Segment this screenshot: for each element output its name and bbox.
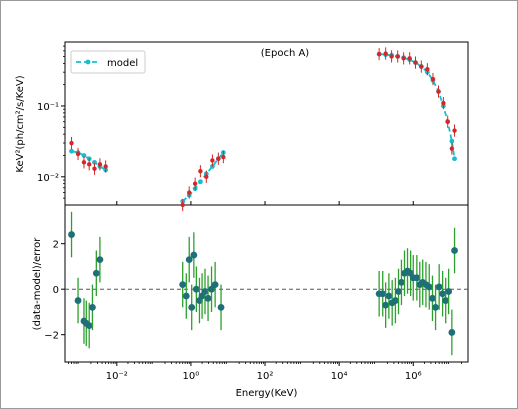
data-point <box>187 190 192 195</box>
data-point <box>103 164 108 169</box>
residual-point <box>442 297 450 304</box>
residual-point <box>192 285 200 293</box>
residual-point <box>201 288 209 295</box>
residual-point <box>432 303 439 311</box>
residual-point <box>435 283 443 291</box>
residual-point <box>188 303 196 311</box>
residual-point <box>68 231 75 238</box>
residual-point <box>382 301 390 309</box>
residual-point <box>392 297 399 304</box>
residual-point <box>92 269 100 277</box>
residual-point <box>448 329 456 336</box>
top-y-tick-label: 10⁻² <box>37 173 59 184</box>
data-point <box>449 146 455 151</box>
residual-point <box>429 294 436 302</box>
bottom-y-tick-label: 2 <box>53 240 59 251</box>
legend-box <box>70 50 146 74</box>
top-y-tick-label: 10⁻¹ <box>37 102 59 113</box>
residual-point <box>85 322 93 329</box>
data-point <box>69 140 74 146</box>
data-point <box>419 64 424 69</box>
bottom-x-tick-label: 10⁴ <box>331 371 348 382</box>
data-point <box>81 160 87 165</box>
model-point <box>69 148 74 154</box>
model-point <box>449 138 455 144</box>
residual-point <box>74 297 82 304</box>
data-point <box>445 119 450 124</box>
residual-point <box>208 285 215 293</box>
residual-point <box>179 281 187 289</box>
model-point <box>197 179 203 185</box>
data-point <box>221 154 226 160</box>
data-point <box>87 162 92 167</box>
model-point <box>81 153 87 158</box>
residual-point <box>217 303 225 311</box>
data-point <box>180 202 185 208</box>
residual-point <box>395 288 402 295</box>
data-point <box>75 151 81 157</box>
residual-point <box>89 303 96 311</box>
bottom-x-tick-label: 10⁶ <box>405 371 422 382</box>
bottom-x-tick-label: 10⁰ <box>183 371 200 382</box>
residual-point <box>204 294 212 302</box>
data-point <box>376 51 382 57</box>
model-point <box>452 156 457 162</box>
residual-point <box>182 292 190 300</box>
residual-point <box>425 283 433 291</box>
residual-point <box>439 290 447 298</box>
bottom-y-tick-label: 0 <box>53 285 59 296</box>
bottom-y-axis-label: (data-model)/error <box>32 237 43 331</box>
data-point <box>216 156 221 161</box>
data-point <box>92 166 97 171</box>
residual-point <box>398 278 405 286</box>
x-axis-label: Energy(KeV) <box>236 388 298 399</box>
residual-point <box>445 288 453 295</box>
data-point <box>198 169 203 174</box>
bottom-x-tick-label: 10⁻² <box>106 371 128 382</box>
model-point <box>92 159 97 165</box>
data-point <box>383 51 388 56</box>
data-point <box>441 100 446 106</box>
legend-model-marker <box>85 59 91 65</box>
data-point <box>425 67 430 72</box>
data-point <box>210 158 215 163</box>
bottom-y-tick-label: −2 <box>44 331 59 342</box>
data-point <box>389 54 394 59</box>
data-point <box>436 89 441 94</box>
data-point <box>430 76 436 82</box>
residual-point <box>413 274 421 282</box>
legend-label-model: model <box>107 58 138 69</box>
data-point <box>395 54 400 59</box>
residual-point <box>96 256 104 264</box>
data-point <box>192 181 198 186</box>
data-point <box>401 56 406 61</box>
data-point <box>97 162 103 167</box>
residual-point <box>211 281 219 289</box>
residual-point <box>451 247 458 254</box>
bottom-plot-frame <box>64 204 469 363</box>
chart-title: (Epoch A) <box>261 48 310 59</box>
residual-point <box>185 256 193 264</box>
bottom-x-tick-label: 10² <box>257 371 274 382</box>
data-point <box>407 56 412 61</box>
residual-point <box>190 251 198 259</box>
data-point <box>413 60 418 65</box>
residual-point <box>379 290 387 298</box>
top-y-axis-label: KeV²(ph/cm²/s/KeV) <box>15 75 26 172</box>
data-point <box>452 128 457 133</box>
residual-point <box>385 292 393 300</box>
data-point <box>204 174 209 180</box>
